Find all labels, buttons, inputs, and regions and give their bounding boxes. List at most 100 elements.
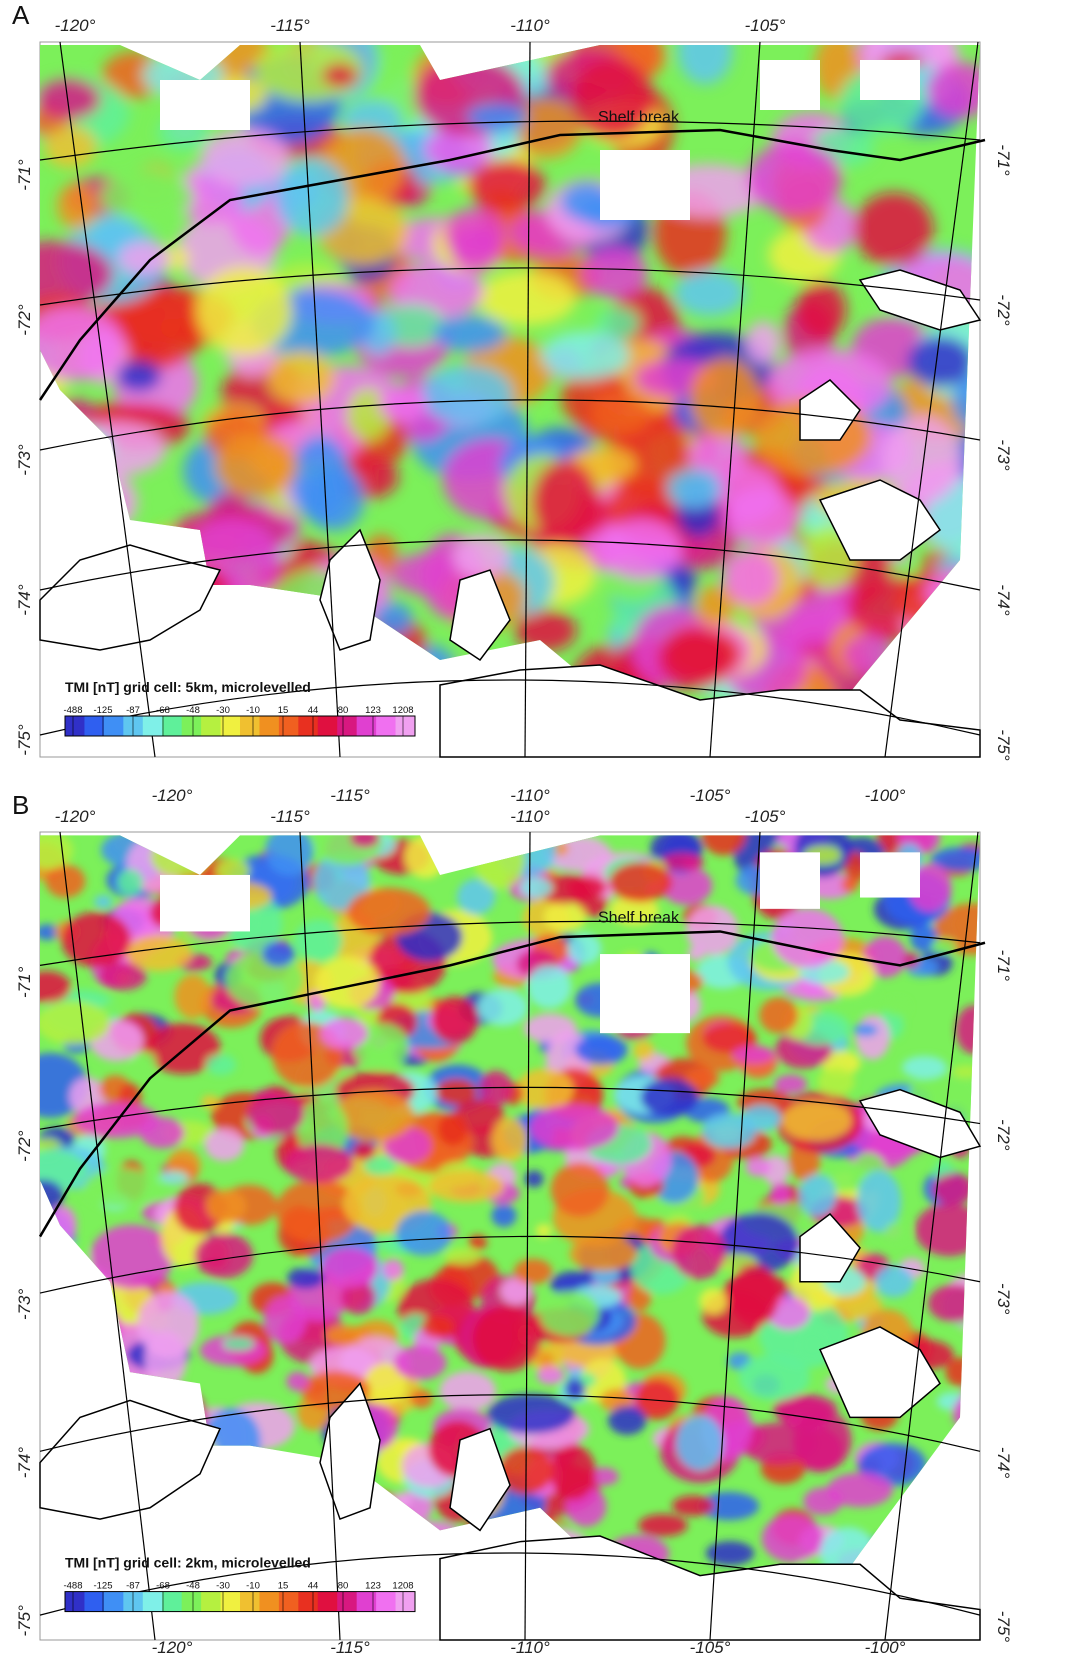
anomaly-blob xyxy=(206,1054,236,1076)
bottom-longitude: -120° xyxy=(152,1638,193,1657)
panel-letter: A xyxy=(12,0,30,30)
colorbar-swatch xyxy=(396,716,416,736)
colorbar-tick-label: 80 xyxy=(338,1581,349,1592)
anomaly-blob xyxy=(410,1389,433,1408)
anomaly-blob xyxy=(116,360,161,392)
anomaly-blob xyxy=(438,1113,468,1146)
anomaly-blob xyxy=(746,321,781,364)
colorbar-swatch xyxy=(84,1592,104,1612)
anomaly-blob xyxy=(853,1023,877,1036)
anomaly-blob xyxy=(487,1394,575,1434)
anomaly-blob xyxy=(439,1371,496,1411)
anomaly-blob xyxy=(793,1410,851,1471)
colorbar-tick-label: -10 xyxy=(246,1581,260,1592)
colorbar-swatch xyxy=(104,1592,124,1612)
right-latitude: -75° xyxy=(994,729,1013,761)
left-latitude: -71° xyxy=(15,966,34,998)
anomaly-blob xyxy=(676,1415,723,1470)
anomaly-blob xyxy=(575,1035,628,1064)
bottom-longitude: -105° xyxy=(690,786,731,805)
anomaly-blob xyxy=(550,1445,596,1500)
anomaly-blob xyxy=(99,962,146,990)
colorbar-tick-label: -87 xyxy=(126,1581,140,1592)
anomaly-blob xyxy=(101,174,194,221)
colorbar-tick-label: 1208 xyxy=(392,705,413,716)
colorbar-swatch xyxy=(201,716,221,736)
anomaly-blob xyxy=(478,989,528,1026)
bottom-longitude: -100° xyxy=(865,1638,906,1657)
colorbar-swatch xyxy=(104,716,124,736)
map-panel: Shelf breakA-120°-115°-110°-105°-120°-11… xyxy=(0,0,1026,805)
colorbar-tick-label: -488 xyxy=(63,705,82,716)
right-latitude: -74° xyxy=(994,1447,1013,1479)
colorbar-tick-label: -10 xyxy=(246,705,260,716)
anomaly-blob xyxy=(350,828,379,848)
right-latitude: -74° xyxy=(994,584,1013,616)
data-gap xyxy=(160,875,250,932)
anomaly-blob xyxy=(132,1051,156,1072)
colorbar-swatch xyxy=(357,1592,377,1612)
bottom-longitude: -115° xyxy=(330,786,370,805)
anomaly-blob xyxy=(520,877,553,898)
colorbar-tick-label: -48 xyxy=(186,705,200,716)
top-longitude: -110° xyxy=(510,16,550,35)
anomaly-blob xyxy=(677,16,732,84)
anomaly-blob xyxy=(672,1225,727,1280)
colorbar-swatch xyxy=(279,1592,299,1612)
anomaly-blob xyxy=(770,1183,790,1206)
colorbar-swatch xyxy=(162,716,182,736)
bottom-longitude: -100° xyxy=(865,786,906,805)
right-latitude: -73° xyxy=(994,1283,1013,1315)
top-longitude: -110° xyxy=(510,807,550,826)
anomaly-blob xyxy=(885,1222,909,1241)
anomaly-blob xyxy=(817,1067,854,1096)
colorbar-swatch xyxy=(318,1592,338,1612)
anomaly-blob xyxy=(602,519,682,580)
shelf-break-label: Shelf break xyxy=(598,109,680,126)
colorbar-swatch xyxy=(182,1592,202,1612)
top-longitude: -105° xyxy=(745,16,786,35)
colorbar-swatch xyxy=(259,1592,279,1612)
anomaly-blob xyxy=(772,908,844,968)
anomaly-blob xyxy=(638,1514,687,1537)
anomaly-blob xyxy=(268,351,334,404)
anomaly-blob xyxy=(699,1288,727,1314)
anomaly-blob xyxy=(117,869,143,895)
panel-letter: B xyxy=(12,790,29,820)
colorbar-swatch xyxy=(240,1592,260,1612)
left-latitude: -73° xyxy=(15,1288,34,1320)
anomaly-blob xyxy=(746,1157,771,1176)
right-latitude: -71° xyxy=(994,144,1013,176)
anomaly-blob xyxy=(855,1015,890,1060)
anomaly-blob xyxy=(748,142,842,215)
colorbar-swatch xyxy=(376,1592,396,1612)
colorbar-tick-label: 123 xyxy=(365,1581,381,1592)
anomaly-blob xyxy=(741,1105,781,1132)
anomaly-blob xyxy=(540,1291,600,1337)
anomaly-blob xyxy=(633,1041,654,1061)
left-latitude: -72° xyxy=(15,1130,34,1162)
anomaly-blob xyxy=(322,63,358,88)
colorbar-swatch xyxy=(182,716,202,736)
anomaly-blob xyxy=(223,1337,254,1350)
anomaly-blob xyxy=(353,1142,376,1160)
colorbar-swatch xyxy=(84,716,104,736)
colorbar-swatch xyxy=(65,716,85,736)
anomaly-blob xyxy=(421,364,514,424)
colorbar-tick-label: 15 xyxy=(278,705,289,716)
anomaly-blob xyxy=(608,1406,647,1435)
map-panel: Shelf breakB-120°-115°-110°-105°-120°-11… xyxy=(5,790,1016,1657)
right-latitude: -72° xyxy=(994,294,1013,326)
colorbar-tick-label: -68 xyxy=(156,705,170,716)
anomaly-blob xyxy=(696,585,734,627)
anomaly-blob xyxy=(782,1101,852,1140)
anomaly-blob xyxy=(205,1128,245,1161)
anomaly-blob xyxy=(286,1372,309,1391)
anomaly-blob xyxy=(201,1095,219,1109)
anomaly-blob xyxy=(706,1541,754,1565)
anomaly-blob xyxy=(530,1105,619,1151)
anomaly-blob xyxy=(429,1170,504,1203)
anomaly-blob xyxy=(444,1248,479,1264)
anomaly-blob xyxy=(686,905,739,955)
colorbar-swatch xyxy=(143,1592,163,1612)
